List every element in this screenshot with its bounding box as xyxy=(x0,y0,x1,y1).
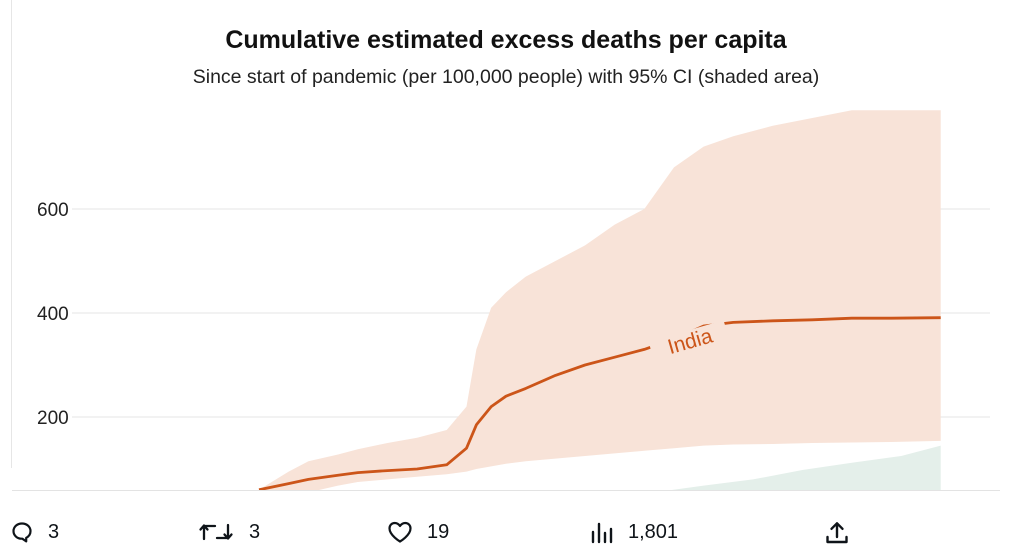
india-line xyxy=(258,316,941,490)
india-label-bg xyxy=(648,320,732,369)
reply-button[interactable]: 3 xyxy=(10,520,59,544)
bar-chart-icon xyxy=(590,520,614,544)
chart-panel: 200 400 600 India xyxy=(12,0,1000,490)
series-2-ci-band xyxy=(671,445,941,490)
left-border xyxy=(11,0,12,468)
like-count: 19 xyxy=(427,520,450,543)
retweet-button[interactable]: 3 xyxy=(197,520,260,544)
share-icon xyxy=(824,520,850,546)
reply-icon xyxy=(10,520,34,544)
y-tick-label-200: 200 xyxy=(37,408,69,429)
tweet-action-bar: 3 3 19 1,801 xyxy=(0,510,1012,558)
heart-icon xyxy=(387,520,413,544)
y-tick-label-600: 600 xyxy=(37,200,69,221)
share-button[interactable] xyxy=(824,520,850,546)
chart-subtitle: Since start of pandemic (per 100,000 peo… xyxy=(192,66,820,88)
india-ci-band xyxy=(259,110,941,490)
views-button[interactable]: 1,801 xyxy=(590,520,678,544)
media-bottom-divider xyxy=(12,490,1000,491)
reply-count: 3 xyxy=(48,520,60,543)
chart-title: Cumulative estimated excess deaths per c… xyxy=(225,26,787,54)
views-count: 1,801 xyxy=(628,520,679,543)
retweet-icon xyxy=(197,520,235,544)
y-tick-label-400: 400 xyxy=(37,304,69,325)
like-button[interactable]: 19 xyxy=(387,520,449,544)
retweet-count: 3 xyxy=(249,520,261,543)
